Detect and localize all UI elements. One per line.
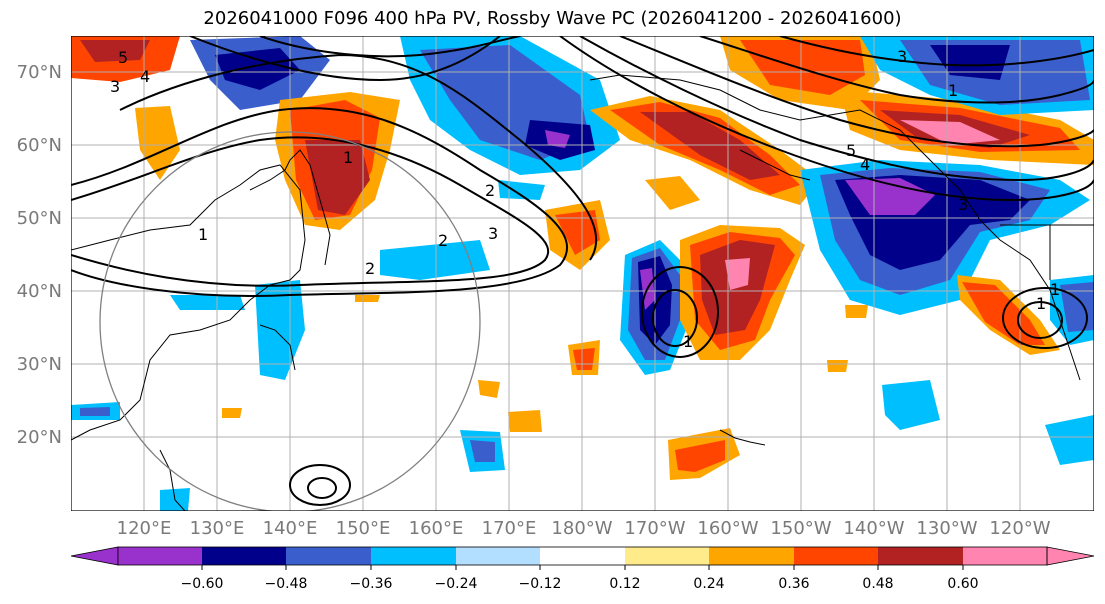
colorbar-max-extend: [1046, 546, 1095, 566]
contour-label: 1: [683, 332, 693, 351]
colorbar-tick-label: −0.24: [435, 576, 478, 592]
contour-label: 4: [860, 155, 870, 174]
colorbar-tick-label: −0.36: [350, 576, 393, 592]
contour-label: 5: [118, 48, 128, 67]
colorbar-segment: [286, 547, 371, 565]
colorbar-min-extend: [70, 546, 119, 566]
lat-label: 60°N: [17, 135, 62, 156]
lat-label: 20°N: [17, 427, 62, 448]
lon-label: 160°W: [697, 518, 758, 539]
colorbar-tick-label: 0.24: [693, 576, 724, 592]
colorbar-tick-label: 0.48: [862, 576, 893, 592]
lon-label: 180°W: [551, 518, 612, 539]
colorbar-segment: [625, 547, 709, 565]
coastlines: [71, 74, 1094, 511]
contour-label: 1: [343, 148, 353, 167]
contour-label: 5: [846, 141, 856, 160]
contour-label-group: 5 4 3 1 2 2 3 2 1 1 3 4 5 1 1 1 3: [110, 47, 1060, 351]
longitude-labels: 120°E 130°E 140°E 150°E 160°E 170°E 180°…: [117, 518, 1051, 539]
colorbar-tick-label: −0.12: [519, 576, 562, 592]
lon-label: 160°E: [409, 518, 464, 539]
lon-label: 140°W: [843, 518, 904, 539]
colorbar-segment: [540, 547, 625, 565]
contour-label: 3: [897, 47, 907, 66]
colorbar-tick-label: −0.48: [265, 576, 308, 592]
contour-label: 2: [438, 231, 448, 250]
colorbar-segment: [371, 547, 456, 565]
latitude-labels: 70°N 60°N 50°N 40°N 30°N 20°N: [17, 62, 62, 448]
lon-label: 130°W: [916, 518, 977, 539]
colorbar-tick-label: −0.60: [181, 576, 224, 592]
contour-label: 1: [948, 81, 958, 100]
contour-label: 1: [198, 225, 208, 244]
colorbar-tick-label: 0.12: [609, 576, 640, 592]
lon-label: 170°W: [624, 518, 685, 539]
colorbar-segment: [963, 547, 1047, 565]
contour-label: 3: [488, 224, 498, 243]
map-title: 2026041000 F096 400 hPa PV, Rossby Wave …: [203, 8, 902, 29]
colorbar-tick-label: 0.60: [947, 576, 978, 592]
colorbar-segment: [456, 547, 540, 565]
lon-label: 150°E: [336, 518, 391, 539]
colorbar-segment: [202, 547, 286, 565]
lat-label: 40°N: [17, 281, 62, 302]
lon-label: 130°E: [190, 518, 245, 539]
contour-label: 3: [110, 77, 120, 96]
lat-label: 30°N: [17, 354, 62, 375]
contour-label: 3: [958, 195, 968, 214]
colorbar-segment: [794, 547, 878, 565]
lon-label: 140°E: [263, 518, 318, 539]
colorbar-tick-label: 0.36: [778, 576, 809, 592]
colorbar-segment: [878, 547, 963, 565]
colorbar-segment: [118, 547, 202, 565]
contour-label: 2: [365, 259, 375, 278]
map-panel: 5 4 3 1 2 2 3 2 1 1 3 4 5 1 1 1 3: [71, 36, 1094, 511]
contour-label: 1: [1036, 294, 1046, 313]
contour-label: 2: [485, 181, 495, 200]
lon-label: 150°W: [770, 518, 831, 539]
lat-label: 70°N: [17, 62, 62, 83]
pc-contours: [71, 36, 1094, 506]
colorbar-ticks: [201, 565, 964, 570]
colorbar-segment: [709, 547, 794, 565]
lat-label: 50°N: [17, 208, 62, 229]
lon-label: 170°E: [482, 518, 537, 539]
lon-label: 120°E: [117, 518, 172, 539]
radius-circle: [99, 131, 481, 511]
contour-label: 1: [1050, 280, 1060, 299]
colorbar: −0.60 −0.48 −0.36 −0.24 −0.12 0.12 0.24 …: [70, 546, 1095, 592]
contour-label: 4: [140, 67, 150, 86]
pv-anomaly-fill: [71, 36, 1094, 511]
lon-label: 120°W: [989, 518, 1050, 539]
